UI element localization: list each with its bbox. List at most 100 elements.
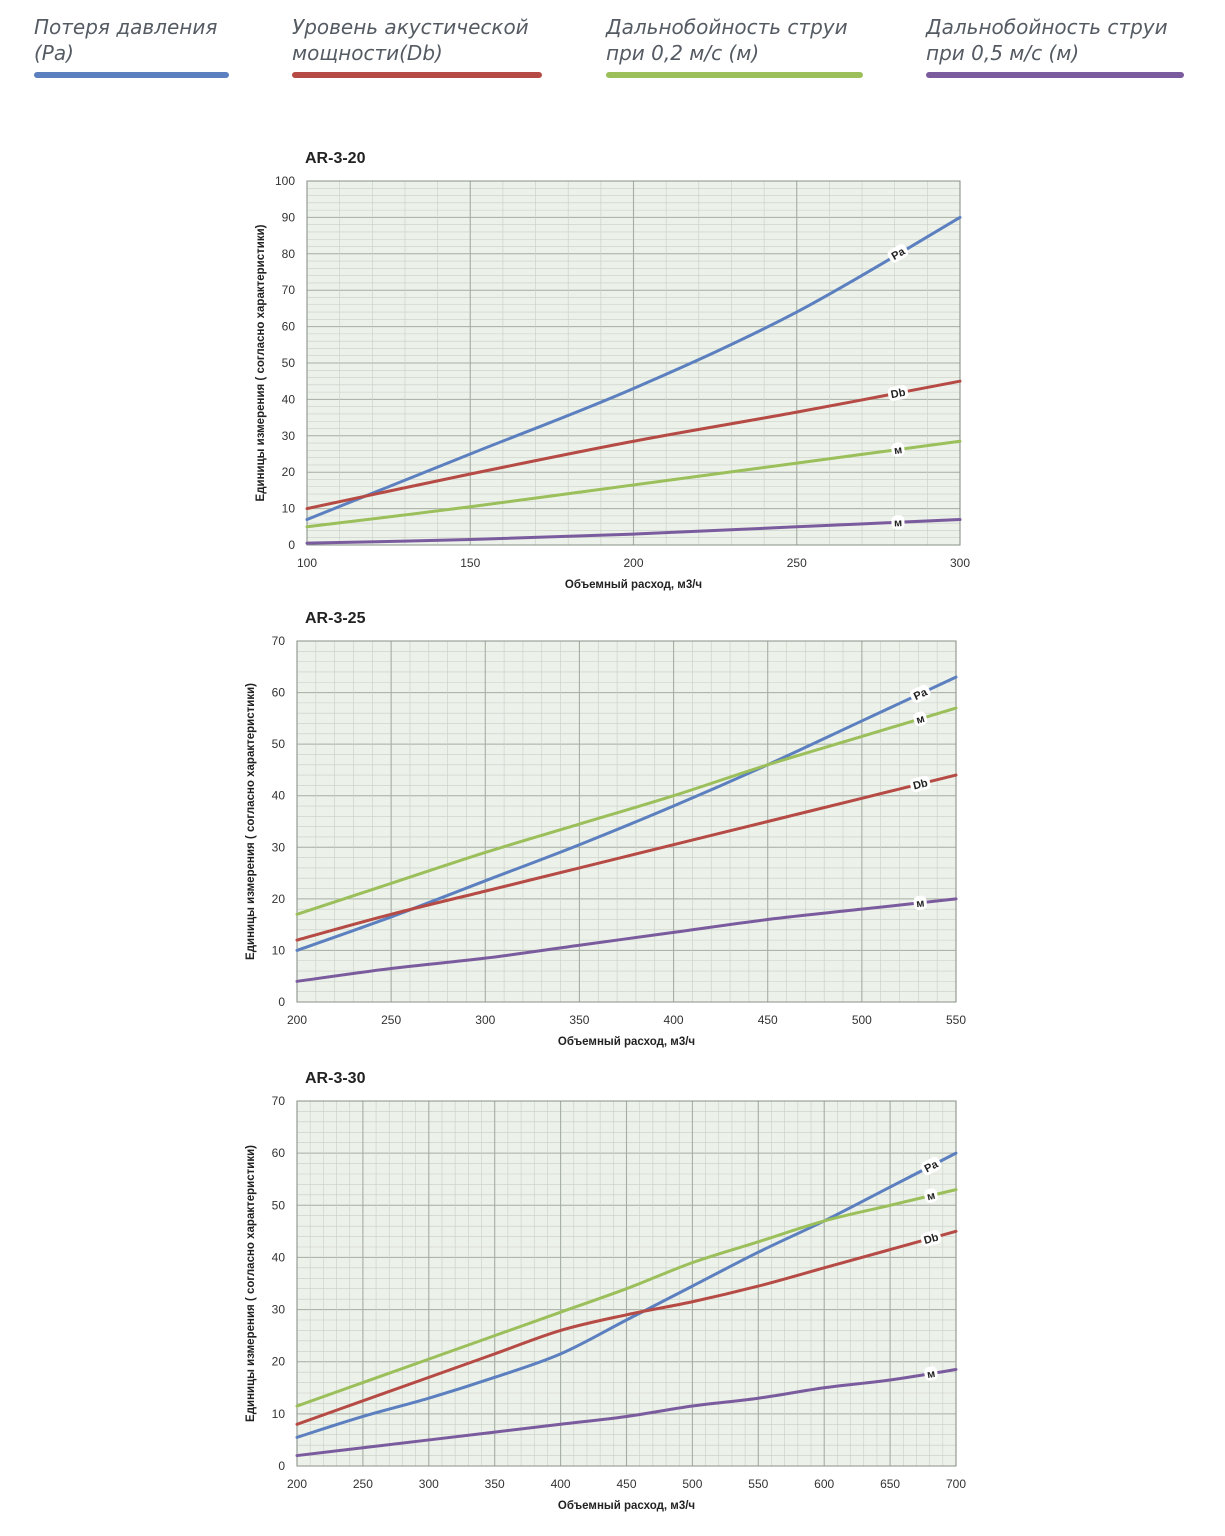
chart-title: AR-3-30 xyxy=(305,1070,366,1087)
y-tick-label: 70 xyxy=(272,1094,286,1108)
legend-label: Уровень акустической мощности(Db) xyxy=(292,15,529,65)
series-tag-label: м xyxy=(926,1190,937,1204)
chart-svg: AR-3-25 0 10 20 30 40 50 60 70 200 250 300 350 400 450… xyxy=(245,610,966,1048)
y-tick-label: 30 xyxy=(272,1303,286,1317)
x-tick-label: 550 xyxy=(748,1477,768,1491)
gridlines xyxy=(306,180,961,546)
series-tag-label: м xyxy=(893,444,903,457)
series-tag-m02: м xyxy=(891,442,905,457)
series-tag-label: Db xyxy=(923,1231,941,1247)
chart-svg: AR-3-20 0 10 20 30 40 50 60 70 80 90 100 100 150 200 25… xyxy=(255,150,970,591)
series-tag-label: Db xyxy=(890,387,907,402)
series-tag-label: Pa xyxy=(923,1158,941,1175)
x-axis-label: Объемный расход, м3/ч xyxy=(558,1036,695,1048)
y-tick-label: 50 xyxy=(272,1198,286,1212)
legend-label: Дальнобойность струи при 0,2 м/с (м) xyxy=(606,15,848,65)
series-line-m02 xyxy=(305,439,962,529)
y-axis-label: Единицы измерения ( согласно характерист… xyxy=(245,1145,257,1422)
y-tick-label: 0 xyxy=(288,538,295,552)
series-tag-label: Pa xyxy=(912,686,930,703)
series-line-m02 xyxy=(295,1188,958,1408)
series-tag-label: м xyxy=(926,1368,936,1381)
x-tick-label: 200 xyxy=(623,556,643,570)
series-tag-bg xyxy=(909,775,931,793)
legend-item-throw-05: Дальнобойность струи при 0,5 м/с (м) xyxy=(926,14,1184,78)
x-tick-label: 700 xyxy=(946,1477,966,1491)
y-tick-label: 30 xyxy=(282,429,296,443)
series-line-m05 xyxy=(295,897,958,983)
series-tag-pa: Pa xyxy=(909,684,931,703)
legend-swatch xyxy=(292,72,542,78)
y-tick-label: 90 xyxy=(282,210,296,224)
series-tag-m05: м xyxy=(913,895,927,910)
y-tick-label: 40 xyxy=(272,1250,286,1264)
plot-border xyxy=(296,640,957,1003)
legend-swatch xyxy=(34,72,229,78)
x-tick-label: 350 xyxy=(569,1013,589,1027)
series-tag-m05: м xyxy=(891,515,905,530)
series-tag-label: Db xyxy=(912,777,929,792)
series-line-pa xyxy=(295,1151,958,1439)
x-tick-label: 250 xyxy=(787,556,807,570)
series-tag-bg xyxy=(913,895,927,910)
x-tick-label: 200 xyxy=(287,1477,307,1491)
series-tag-bg xyxy=(920,1156,942,1176)
y-tick-label: 30 xyxy=(272,840,286,854)
y-tick-label: 40 xyxy=(272,789,286,803)
series-line-pa xyxy=(305,215,962,522)
chart-title: AR-3-20 xyxy=(305,150,366,167)
plot-border xyxy=(296,1100,957,1467)
series-tag-bg xyxy=(891,515,905,530)
plot-border xyxy=(306,180,961,546)
y-tick-label: 50 xyxy=(282,356,296,370)
x-tick-label: 600 xyxy=(814,1477,834,1491)
x-tick-label: 250 xyxy=(381,1013,401,1027)
y-tick-label: 70 xyxy=(282,283,296,297)
series-tag-bg xyxy=(913,711,928,727)
series-tag-db: Db xyxy=(887,385,909,402)
x-tick-label: 650 xyxy=(880,1477,900,1491)
x-tick-label: 550 xyxy=(946,1013,966,1027)
legend-item-pressure: Потеря давления (Pa) xyxy=(34,14,229,78)
x-tick-label: 250 xyxy=(353,1477,373,1491)
y-tick-label: 100 xyxy=(275,174,295,188)
chart-svg: AR-3-30 0 10 20 30 40 50 60 70 200 250 300 350 400 450… xyxy=(245,1070,966,1512)
series-tag-label: м xyxy=(916,897,925,910)
y-tick-label: 10 xyxy=(272,943,286,957)
series-line-db xyxy=(305,379,962,511)
chart-title: AR-3-25 xyxy=(305,610,366,627)
x-tick-label: 450 xyxy=(758,1013,778,1027)
x-tick-label: 300 xyxy=(475,1013,495,1027)
legend-label: Потеря давления (Pa) xyxy=(34,15,218,65)
series-tag-label: м xyxy=(894,517,903,529)
series-tag-pa: Pa xyxy=(920,1156,942,1176)
y-tick-label: 70 xyxy=(272,634,286,648)
series-line-m05 xyxy=(305,518,962,545)
series-tag-bg xyxy=(891,442,905,457)
y-tick-label: 20 xyxy=(272,1355,286,1369)
x-tick-label: 500 xyxy=(852,1013,872,1027)
y-axis-label: Единицы измерения ( согласно характерист… xyxy=(255,224,267,501)
x-tick-label: 500 xyxy=(682,1477,702,1491)
x-tick-label: 400 xyxy=(551,1477,571,1491)
legend-label: Дальнобойность струи при 0,5 м/с (м) xyxy=(926,15,1168,65)
chart-ar-3-20: AR-3-20 0 10 20 30 40 50 60 70 80 90 100 100 150 200 25… xyxy=(0,140,1225,600)
series-tag-bg xyxy=(887,385,909,401)
legend-item-acoustic: Уровень акустической мощности(Db) xyxy=(292,14,542,78)
x-tick-label: 350 xyxy=(485,1477,505,1491)
gridlines xyxy=(296,640,957,1003)
series-tag-bg xyxy=(924,1366,938,1381)
plot-area xyxy=(297,641,956,1002)
y-tick-label: 60 xyxy=(272,686,286,700)
series-tag-bg xyxy=(924,1188,938,1203)
y-tick-label: 20 xyxy=(282,465,296,479)
y-tick-label: 60 xyxy=(272,1146,286,1160)
chart-ar-3-30: AR-3-30 0 10 20 30 40 50 60 70 200 250 300 350 400 450… xyxy=(0,1060,1225,1520)
legend: Потеря давления (Pa) Уровень акустическо… xyxy=(0,14,1225,84)
series-tag-m02: м xyxy=(913,711,928,727)
y-tick-label: 10 xyxy=(282,502,296,516)
series-tag-label: м xyxy=(915,713,926,727)
series-tag-db: Db xyxy=(920,1230,942,1247)
y-tick-label: 50 xyxy=(272,737,286,751)
legend-swatch xyxy=(606,72,863,78)
